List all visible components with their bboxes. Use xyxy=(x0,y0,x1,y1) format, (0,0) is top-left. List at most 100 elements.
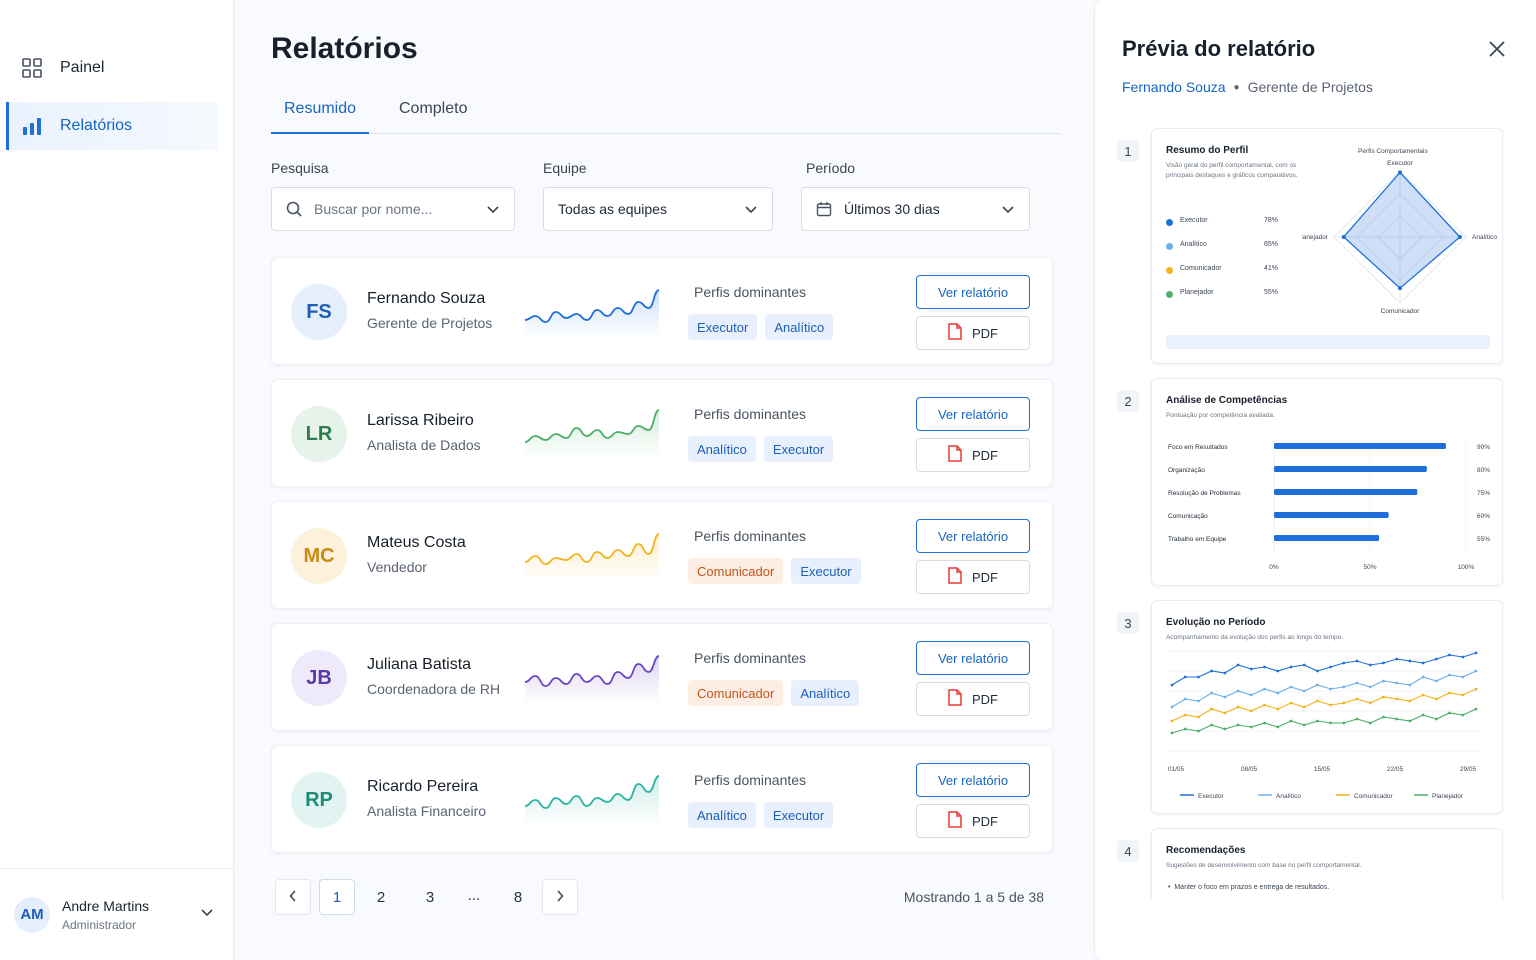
chevron-down-icon xyxy=(744,202,758,218)
section-description: Acompanhamento da evolução dos perfis ao… xyxy=(1166,634,1344,641)
series-point xyxy=(1210,669,1214,673)
page-1-button[interactable]: 1 xyxy=(319,879,355,915)
profile-chips: Executor Analítico xyxy=(688,314,834,340)
series-point xyxy=(1249,667,1253,671)
search-icon xyxy=(286,201,302,217)
series-point xyxy=(1289,701,1293,705)
x-tick-label: 08/05 xyxy=(1241,766,1258,773)
pdf-file-icon xyxy=(948,445,972,465)
radar-axis-label: Analítico xyxy=(1472,234,1497,241)
series-point xyxy=(1448,673,1451,677)
x-tick-label: 29/05 xyxy=(1460,766,1477,773)
series-point xyxy=(1210,691,1214,695)
series-point xyxy=(1315,719,1319,723)
pdf-button[interactable]: PDF xyxy=(916,682,1030,716)
series-point xyxy=(1408,719,1412,723)
team-select[interactable]: Todas as equipes xyxy=(543,187,773,231)
search-input[interactable]: Buscar por nome... xyxy=(271,187,515,231)
preview-person-name[interactable]: Fernando Souza xyxy=(1122,79,1226,95)
user-menu[interactable]: AM Andre Martins Administrador xyxy=(0,868,234,960)
period-select[interactable]: Últimos 30 dias xyxy=(801,187,1030,231)
legend-dot xyxy=(1166,267,1173,274)
series-point xyxy=(1183,675,1187,679)
series-point xyxy=(1197,729,1200,733)
pdf-file-icon xyxy=(948,811,972,831)
page-title: Relatórios xyxy=(271,32,418,65)
radar-point xyxy=(1398,170,1402,175)
page-8-button[interactable]: 8 xyxy=(513,888,523,906)
chevron-down-icon[interactable] xyxy=(200,905,214,923)
page-3-button[interactable]: 3 xyxy=(425,888,435,906)
series-point xyxy=(1342,701,1346,705)
series-point xyxy=(1382,695,1385,699)
bar-tick-label: 50% xyxy=(1363,564,1376,571)
sidebar-item-painel[interactable]: Painel xyxy=(6,44,218,92)
series-point xyxy=(1263,703,1266,707)
next-page-button[interactable] xyxy=(542,879,578,915)
line-series-executor xyxy=(1170,651,1478,687)
recommendation-item: • Manter o foco em prazos e entrega de r… xyxy=(1168,884,1330,891)
sparkline-area xyxy=(525,776,659,826)
page-2-button[interactable]: 2 xyxy=(376,888,386,906)
profile-chip: Analítico xyxy=(765,314,834,340)
profile-chip: Analítico xyxy=(688,802,756,828)
series-point xyxy=(1170,683,1174,687)
view-report-button[interactable]: Ver relatório xyxy=(916,763,1030,797)
radar-axis-label: Comunicador xyxy=(1381,308,1420,315)
pdf-button[interactable]: PDF xyxy=(916,316,1030,350)
series-point xyxy=(1434,679,1438,683)
sidebar: Painel Relatórios AM Andre Martins Admin… xyxy=(0,0,234,960)
profile-chips: Analítico Executor xyxy=(688,802,834,828)
person-role: Gerente de Projetos xyxy=(367,315,493,331)
tab-resumido[interactable]: Resumido xyxy=(271,100,369,134)
bar-label: Foco em Resultados xyxy=(1168,444,1228,451)
series-point xyxy=(1355,717,1359,721)
preview-scroll-area[interactable]: 1 Resumo do Perfil Visão geral do perfil… xyxy=(1095,122,1536,900)
series-point xyxy=(1170,705,1174,709)
bar-label: Comunicação xyxy=(1168,513,1208,520)
view-report-button[interactable]: Ver relatório xyxy=(916,641,1030,675)
view-report-button[interactable]: Ver relatório xyxy=(916,275,1030,309)
pdf-file-icon xyxy=(948,689,972,709)
x-tick-label: 01/05 xyxy=(1168,766,1185,773)
profile-chip: Executor xyxy=(791,558,861,584)
series-point xyxy=(1302,663,1306,667)
series-point xyxy=(1408,699,1412,703)
profile-chip: Executor xyxy=(688,314,758,340)
period-value: Últimos 30 dias xyxy=(844,201,940,217)
view-report-button[interactable]: Ver relatório xyxy=(916,519,1030,553)
close-icon[interactable] xyxy=(1488,40,1506,63)
view-report-button[interactable]: Ver relatório xyxy=(916,397,1030,431)
series-point xyxy=(1329,721,1333,725)
pdf-button[interactable]: PDF xyxy=(916,438,1030,472)
sidebar-item-relatorios[interactable]: Relatórios xyxy=(6,102,218,150)
chevron-down-icon xyxy=(1001,202,1015,218)
series-point xyxy=(1448,711,1451,715)
legend-label: Analítico xyxy=(1180,241,1207,248)
radar-shape xyxy=(1342,171,1461,290)
series-point xyxy=(1461,693,1465,697)
series-point xyxy=(1395,681,1399,685)
sparkline xyxy=(524,775,660,826)
chevron-right-icon xyxy=(556,889,564,906)
legend-value: 78% xyxy=(1264,217,1279,224)
prev-page-button[interactable] xyxy=(275,879,311,915)
series-line xyxy=(1171,652,1477,686)
tab-completo[interactable]: Completo xyxy=(399,100,468,117)
competency-bar xyxy=(1274,443,1446,449)
line-series-comunicador xyxy=(1170,687,1478,723)
report-card: LR Larissa Ribeiro Analista de Dados Per… xyxy=(271,379,1053,487)
series-point xyxy=(1474,669,1478,673)
series-point xyxy=(1421,661,1425,665)
section-evolution: Evolução no Período Acompanhamento da ev… xyxy=(1151,600,1503,814)
series-point xyxy=(1382,715,1385,719)
pdf-button[interactable]: PDF xyxy=(916,804,1030,838)
person-role: Coordenadora de RH xyxy=(367,681,501,697)
series-point xyxy=(1342,721,1346,725)
series-point xyxy=(1395,657,1399,661)
series-point xyxy=(1368,685,1372,689)
series-point xyxy=(1249,693,1253,697)
x-tick-label: 15/05 xyxy=(1314,766,1331,773)
series-point xyxy=(1434,717,1438,721)
pdf-button[interactable]: PDF xyxy=(916,560,1030,594)
